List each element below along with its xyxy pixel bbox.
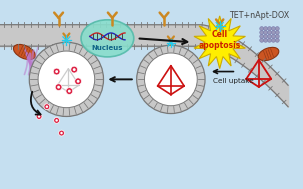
- Text: Cell uptake: Cell uptake: [213, 78, 254, 84]
- Circle shape: [55, 119, 58, 122]
- Circle shape: [66, 88, 73, 94]
- Circle shape: [264, 27, 268, 31]
- Ellipse shape: [13, 44, 35, 60]
- Circle shape: [44, 104, 50, 110]
- Circle shape: [275, 38, 279, 42]
- Circle shape: [260, 31, 264, 34]
- Circle shape: [268, 27, 271, 31]
- Text: Cell
apoptosis: Cell apoptosis: [198, 30, 241, 50]
- Circle shape: [73, 68, 76, 71]
- Circle shape: [75, 78, 82, 85]
- Circle shape: [57, 86, 60, 89]
- Circle shape: [260, 34, 264, 38]
- Circle shape: [264, 38, 268, 42]
- Circle shape: [71, 66, 78, 73]
- Circle shape: [38, 115, 40, 118]
- Text: TET+nApt-DOX: TET+nApt-DOX: [229, 11, 290, 20]
- Circle shape: [53, 68, 60, 75]
- Circle shape: [268, 38, 271, 42]
- Circle shape: [271, 34, 275, 38]
- Circle shape: [46, 105, 48, 108]
- Circle shape: [260, 38, 264, 42]
- Circle shape: [29, 42, 104, 116]
- Circle shape: [55, 70, 58, 73]
- Circle shape: [38, 51, 95, 108]
- Circle shape: [275, 27, 279, 31]
- Polygon shape: [194, 16, 245, 69]
- Circle shape: [271, 27, 275, 31]
- Circle shape: [58, 130, 65, 136]
- Circle shape: [55, 84, 62, 91]
- Circle shape: [68, 90, 71, 93]
- Circle shape: [268, 31, 271, 34]
- Ellipse shape: [81, 20, 134, 57]
- Circle shape: [264, 31, 268, 34]
- Ellipse shape: [258, 47, 279, 61]
- Circle shape: [260, 27, 264, 31]
- Circle shape: [275, 34, 279, 38]
- Circle shape: [60, 132, 63, 134]
- Circle shape: [271, 38, 275, 42]
- Circle shape: [145, 53, 197, 106]
- Circle shape: [36, 114, 42, 119]
- Circle shape: [137, 45, 205, 114]
- Circle shape: [264, 34, 268, 38]
- Circle shape: [275, 31, 279, 34]
- Circle shape: [271, 31, 275, 34]
- Circle shape: [54, 117, 60, 123]
- Text: Nucleus: Nucleus: [92, 45, 123, 51]
- Circle shape: [77, 80, 80, 83]
- Circle shape: [268, 34, 271, 38]
